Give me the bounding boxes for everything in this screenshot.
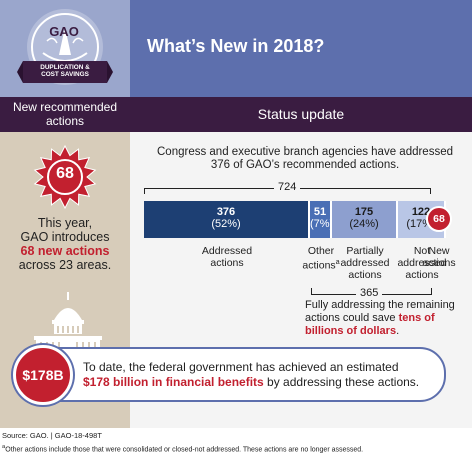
category-label-new-actions: New actions bbox=[422, 245, 456, 269]
total-bracket-right-tick bbox=[430, 188, 431, 194]
starburst-number: 68 bbox=[56, 165, 74, 182]
bar-value-other: 51 bbox=[313, 206, 327, 218]
new-actions-intro: This year, GAO introduces 68 new actions… bbox=[4, 216, 126, 272]
category-label-partially-addressed: Partially addressed actions bbox=[340, 245, 390, 281]
seal-banner-line1: DUPLICATION & bbox=[40, 64, 90, 71]
category-label-addressed: Addressed actions bbox=[201, 245, 253, 269]
footnote: aOther actions include those that were c… bbox=[2, 444, 363, 453]
total-bracket-left-tick bbox=[144, 188, 145, 194]
gao-seal-logo bbox=[17, 9, 113, 85]
right-column-heading: Status update bbox=[130, 97, 472, 132]
new-actions-starburst bbox=[33, 144, 97, 210]
source-note: Source: GAO. | GAO-18-498T bbox=[2, 431, 102, 440]
seal-org-name: GAO bbox=[49, 24, 79, 39]
new-actions-badge: 68 bbox=[426, 206, 452, 232]
bar-value-not-addressed: 122 bbox=[411, 206, 431, 218]
bar-value-partially-addressed: 175 bbox=[354, 206, 374, 218]
savings-end: . bbox=[396, 325, 400, 337]
bar-other: 51 (7%) bbox=[310, 201, 334, 238]
title-panel: What’s New in 2018? bbox=[130, 0, 472, 97]
bar-percent-addressed: (52%) bbox=[211, 218, 241, 230]
footnote-marker: a bbox=[2, 444, 6, 450]
total-count: 724 bbox=[274, 181, 301, 193]
bar-value-addressed: 376 bbox=[216, 206, 236, 218]
category-label-other: Other actionsa bbox=[302, 245, 340, 272]
bar-percent-partially-addressed: (24%) bbox=[349, 218, 379, 230]
benefits-text: To date, the federal government has achi… bbox=[83, 360, 428, 390]
left-column-heading: New recommended actions bbox=[0, 97, 130, 132]
savings-statement: Fully addressing the remaining actions c… bbox=[305, 299, 465, 338]
bar-percent-other: (7%) bbox=[310, 218, 334, 230]
intro-line-2: GAO introduces bbox=[20, 230, 110, 244]
remaining-count: 365 bbox=[356, 287, 383, 299]
intro-line-4: across 23 areas. bbox=[18, 258, 112, 272]
page-title: What’s New in 2018? bbox=[147, 36, 325, 56]
seal-banner: DUPLICATION & COST SAVINGS bbox=[26, 64, 104, 78]
intro-line-1: This year, bbox=[37, 216, 93, 230]
benefits-highlight: $178 billion in financial benefits bbox=[83, 375, 264, 389]
savings-text: Fully addressing the remaining actions c… bbox=[305, 299, 455, 324]
bar-partially-addressed: 175 (24%) bbox=[332, 201, 398, 238]
benefits-text-start: To date, the federal government has achi… bbox=[83, 360, 399, 374]
category-label-not-addressed: Not addressed actions bbox=[397, 245, 447, 281]
intro-highlight: 68 new actions bbox=[20, 244, 110, 258]
bar-addressed: 376 (52%) bbox=[144, 201, 310, 238]
remaining-bracket-left-tick bbox=[311, 288, 312, 294]
addressed-summary: Congress and executive branch agencies h… bbox=[157, 146, 453, 171]
seal-banner-line2: COST SAVINGS bbox=[41, 71, 89, 78]
savings-highlight: tens of billions of dollars bbox=[305, 312, 435, 337]
footnote-text: Other actions include those that were co… bbox=[5, 446, 364, 454]
benefits-badge: $178B bbox=[13, 345, 73, 405]
benefits-callout bbox=[20, 347, 446, 402]
remaining-bracket-right-tick bbox=[431, 288, 432, 294]
benefits-text-end: by addressing these actions. bbox=[263, 375, 420, 389]
